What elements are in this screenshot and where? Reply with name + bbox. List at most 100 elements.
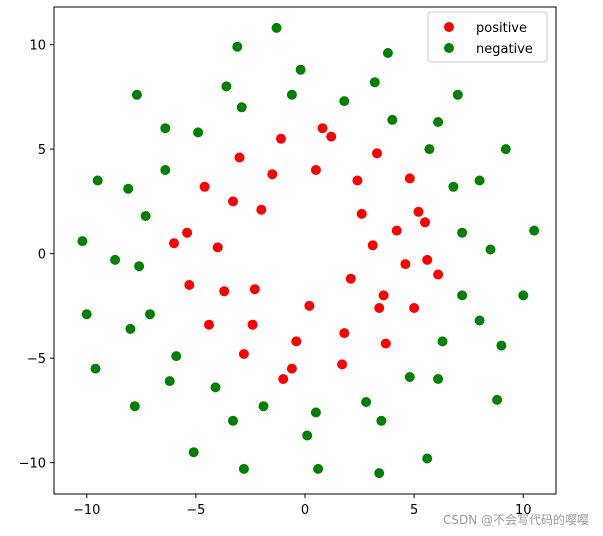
x-tick-label-0: −10 xyxy=(73,503,100,518)
legend-marker-positive xyxy=(444,22,454,32)
point-negative-22 xyxy=(433,117,444,127)
point-negative-16 xyxy=(361,397,372,407)
point-positive-5 xyxy=(267,169,278,180)
point-positive-26 xyxy=(337,359,348,370)
point-negative-44 xyxy=(232,41,243,52)
point-negative-38 xyxy=(81,309,92,320)
point-positive-11 xyxy=(339,328,350,339)
point-negative-26 xyxy=(160,123,171,134)
y-tick-label-3: 5 xyxy=(38,143,46,158)
legend-box xyxy=(427,11,548,63)
point-negative-34 xyxy=(433,374,444,384)
point-negative-49 xyxy=(129,401,140,412)
point-positive-3 xyxy=(352,175,363,186)
x-tick-label-3: 5 xyxy=(410,503,418,518)
watermark: CSDN @不会写代码的嘤嘤 xyxy=(442,513,589,527)
point-positive-39 xyxy=(317,123,328,134)
point-negative-29 xyxy=(125,323,136,334)
x-tick-label-1: −5 xyxy=(186,503,205,518)
point-positive-36 xyxy=(169,238,179,249)
point-negative-54 xyxy=(518,290,529,301)
point-positive-18 xyxy=(276,133,286,144)
point-negative-36 xyxy=(529,225,540,236)
point-negative-24 xyxy=(295,64,306,75)
x-tick-label-2: 0 xyxy=(301,503,309,518)
point-negative-10 xyxy=(134,261,145,272)
y-tick-label-4: 10 xyxy=(29,39,46,54)
point-negative-35 xyxy=(474,315,485,326)
point-positive-8 xyxy=(219,286,230,297)
point-positive-19 xyxy=(234,152,245,163)
point-negative-9 xyxy=(140,211,151,221)
point-positive-17 xyxy=(326,131,337,142)
point-negative-47 xyxy=(92,175,103,186)
point-positive-28 xyxy=(409,303,420,313)
point-positive-32 xyxy=(356,208,367,219)
point-negative-43 xyxy=(271,22,282,33)
point-positive-14 xyxy=(413,206,424,217)
point-positive-21 xyxy=(182,227,193,238)
point-negative-53 xyxy=(492,394,503,405)
point-positive-13 xyxy=(400,259,411,270)
point-negative-42 xyxy=(422,453,433,464)
point-negative-8 xyxy=(160,165,171,175)
point-negative-14 xyxy=(258,401,269,412)
point-negative-33 xyxy=(376,415,387,426)
point-negative-17 xyxy=(404,372,415,382)
point-negative-50 xyxy=(188,447,199,458)
point-positive-30 xyxy=(420,217,430,228)
y-tick-label-1: −5 xyxy=(27,352,46,367)
point-positive-37 xyxy=(433,269,444,280)
point-negative-23 xyxy=(369,77,380,88)
point-positive-7 xyxy=(212,242,223,253)
point-positive-1 xyxy=(391,225,402,236)
x-tick-label-4: 10 xyxy=(515,503,532,518)
point-negative-19 xyxy=(457,290,468,301)
point-negative-25 xyxy=(221,81,232,92)
legend-label-positive: positive xyxy=(476,21,527,36)
point-negative-1 xyxy=(448,181,459,192)
legend-marker-negative xyxy=(444,43,454,53)
point-positive-23 xyxy=(204,319,214,330)
point-positive-15 xyxy=(404,173,415,184)
point-negative-45 xyxy=(382,48,393,58)
point-negative-2 xyxy=(424,144,435,155)
point-positive-16 xyxy=(372,148,382,159)
points-layer xyxy=(77,22,540,479)
point-positive-31 xyxy=(345,273,356,284)
point-positive-6 xyxy=(228,196,238,207)
point-negative-6 xyxy=(236,102,247,113)
point-negative-32 xyxy=(302,430,313,441)
point-positive-38 xyxy=(278,374,289,384)
point-negative-13 xyxy=(210,382,221,393)
point-positive-0 xyxy=(367,240,378,251)
point-positive-22 xyxy=(184,280,195,290)
point-negative-40 xyxy=(238,463,249,474)
point-positive-10 xyxy=(291,336,302,347)
point-negative-55 xyxy=(90,363,101,374)
point-negative-37 xyxy=(77,236,88,247)
point-negative-51 xyxy=(452,89,463,100)
point-negative-18 xyxy=(437,336,448,347)
point-negative-41 xyxy=(374,468,385,479)
legend: positive negative xyxy=(427,11,548,63)
legend-label-negative: negative xyxy=(476,42,533,57)
point-positive-27 xyxy=(380,338,391,349)
point-positive-34 xyxy=(256,204,267,215)
point-negative-3 xyxy=(387,114,398,125)
point-negative-48 xyxy=(500,144,511,155)
point-negative-5 xyxy=(286,89,297,100)
point-positive-29 xyxy=(422,254,433,265)
point-positive-2 xyxy=(378,290,389,301)
point-negative-46 xyxy=(496,340,507,351)
point-positive-33 xyxy=(249,284,260,295)
point-negative-4 xyxy=(339,96,350,107)
point-positive-20 xyxy=(199,181,210,192)
point-negative-11 xyxy=(145,309,155,320)
point-positive-35 xyxy=(304,300,315,311)
point-negative-12 xyxy=(171,351,182,362)
point-negative-21 xyxy=(474,175,485,186)
point-negative-15 xyxy=(310,407,321,418)
